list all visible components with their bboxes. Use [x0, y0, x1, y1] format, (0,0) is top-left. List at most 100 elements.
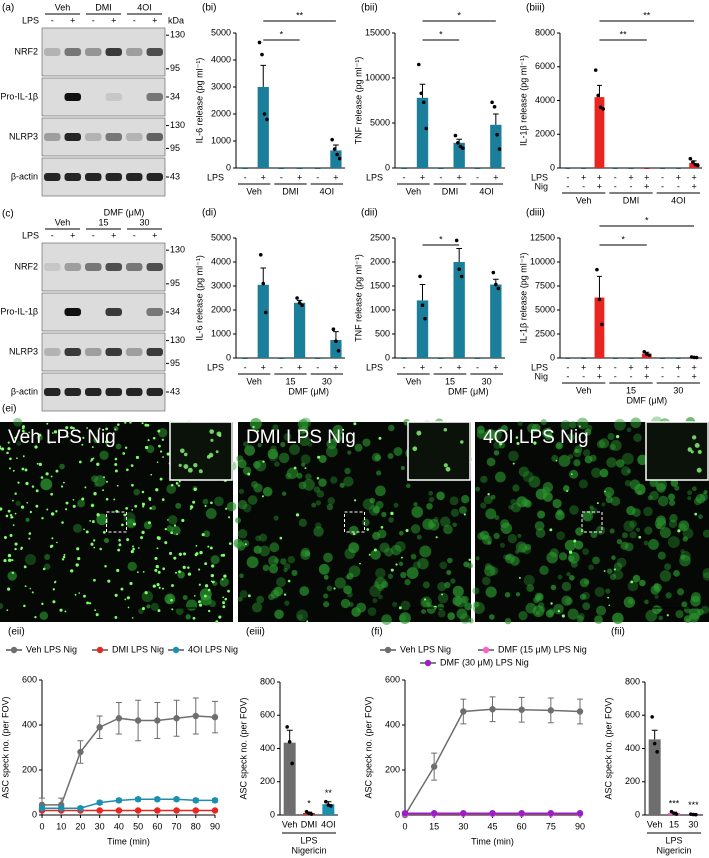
cell [512, 484, 520, 492]
speck [38, 433, 42, 437]
cell [44, 554, 51, 560]
cell [298, 434, 311, 447]
cell [372, 598, 378, 604]
x-axis-label: Nigericin [291, 845, 326, 855]
speck [175, 482, 179, 485]
cell [691, 486, 697, 492]
cell [393, 447, 403, 456]
cell [375, 500, 384, 509]
row-name: Pro-IL-1β [0, 91, 38, 101]
cell [697, 608, 704, 616]
speck [7, 509, 11, 513]
bar [257, 87, 269, 168]
cell [410, 553, 417, 560]
series-line [42, 798, 215, 809]
speck [222, 601, 226, 605]
cell [381, 614, 392, 625]
speck [118, 538, 121, 542]
marker-label: 43 [170, 171, 180, 181]
cell [574, 540, 584, 550]
data-point [300, 303, 304, 308]
speck [62, 555, 66, 559]
data-point [691, 160, 695, 164]
speck [135, 455, 140, 460]
x-axis-label: Time (min) [471, 836, 514, 846]
row-name: NLRP3 [9, 131, 38, 141]
cell [643, 540, 649, 546]
cell [376, 470, 382, 476]
cell [609, 528, 615, 534]
cell [368, 504, 380, 516]
lane-title: DMF (μM) [104, 207, 145, 217]
speck [630, 580, 634, 584]
marker-label: 95 [170, 63, 180, 73]
significance-label: ** [620, 29, 628, 39]
speck [131, 617, 134, 619]
inset-speck [460, 440, 464, 444]
row-mark: - [566, 371, 569, 381]
y-tick-label: 2000 [211, 304, 231, 314]
speck [46, 422, 49, 425]
significance-label: * [439, 234, 443, 244]
cell [645, 609, 658, 622]
bar [453, 262, 465, 358]
speck [114, 469, 118, 473]
group-label: LPS [300, 835, 317, 845]
data-point [458, 144, 463, 149]
cell [598, 438, 610, 449]
cell [628, 598, 634, 605]
x-tick-label: 10 [56, 821, 66, 831]
row-mark: - [566, 362, 569, 372]
speck [192, 616, 196, 620]
row-mark: - [403, 362, 406, 372]
speck [435, 536, 438, 539]
cell [505, 554, 512, 561]
cell [285, 472, 292, 480]
speck [92, 457, 95, 460]
speck [65, 501, 69, 505]
cell [326, 585, 333, 592]
cell [428, 496, 435, 503]
cell [243, 441, 249, 447]
cell [584, 428, 592, 436]
cell [550, 584, 557, 591]
speck [9, 514, 13, 517]
cell [583, 579, 590, 585]
cell [630, 417, 642, 429]
cell [242, 466, 252, 476]
speck [157, 429, 161, 433]
cell [268, 564, 279, 574]
cell [73, 523, 82, 533]
row-mark: - [280, 362, 283, 372]
cell [99, 450, 109, 460]
data-point [597, 297, 602, 302]
cell [535, 610, 540, 616]
group-label: DMI [623, 195, 640, 205]
speck [518, 576, 521, 579]
cell [599, 468, 609, 478]
lane-group: DMI [95, 2, 112, 12]
group-label: 4OI [671, 195, 686, 205]
speck [142, 505, 145, 508]
speck [162, 567, 166, 571]
cell [603, 486, 615, 498]
cell [537, 510, 546, 519]
cell [527, 423, 537, 434]
cell [36, 434, 43, 441]
cell [494, 515, 500, 521]
speck [122, 452, 126, 455]
speck [65, 426, 69, 430]
bar [453, 142, 465, 168]
cell [656, 483, 666, 493]
y-tick-label: 400 [22, 719, 37, 729]
data-point [262, 112, 267, 116]
speck [105, 440, 109, 444]
row-mark: - [582, 371, 585, 381]
legend-label: DMI LPS Nig [112, 644, 164, 654]
cell [268, 555, 279, 567]
row-name: LPS [207, 172, 224, 182]
data-point [330, 137, 334, 142]
speck [62, 481, 65, 484]
speck [167, 519, 169, 521]
data-point [688, 156, 693, 161]
